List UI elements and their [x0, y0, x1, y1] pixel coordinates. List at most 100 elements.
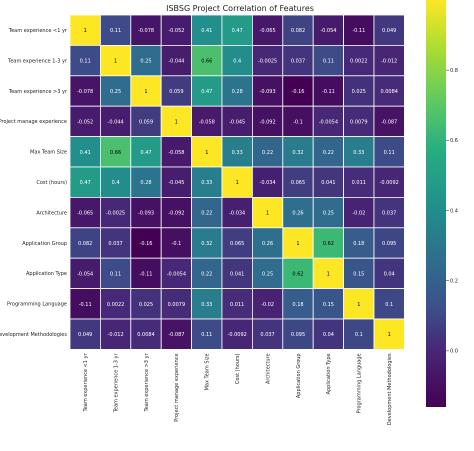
heatmap-cell-label: 0.28 — [232, 89, 243, 95]
heatmap-cell — [373, 136, 405, 168]
heatmap-cell — [282, 45, 314, 77]
heatmap-cell — [373, 75, 405, 107]
heatmap-cell — [69, 257, 101, 290]
heatmap-cell — [251, 136, 284, 168]
heatmap-cell-label: 0.11 — [384, 150, 395, 156]
colorbar — [426, 0, 446, 407]
heatmap-cell — [282, 14, 314, 46]
heatmap-cell — [100, 318, 132, 350]
heatmap-cell — [282, 257, 314, 290]
heatmap-cell-label: 1 — [114, 59, 117, 65]
heatmap-cell-label: -0.1 — [293, 119, 303, 125]
heatmap-cell — [373, 196, 405, 229]
heatmap-cell-label: -0.012 — [108, 332, 124, 338]
heatmap-cell — [100, 136, 132, 168]
chart-title: ISBSG Project Correlation of Features — [166, 4, 314, 13]
heatmap-cell-label: -0.0092 — [228, 332, 247, 338]
heatmap-cell-label: -0.0092 — [380, 180, 399, 186]
heatmap-cell-label: 0.065 — [291, 180, 305, 186]
heatmap-cell — [343, 196, 375, 229]
heatmap-cell — [191, 318, 223, 350]
heatmap-cell — [69, 227, 101, 259]
heatmap-cell — [160, 227, 192, 259]
heatmap-cell — [69, 196, 101, 229]
heatmap-cell-label: 1 — [388, 332, 391, 338]
heatmap-cell-label: 0.065 — [230, 241, 244, 247]
y-axis-tick-label: Application Type — [26, 271, 67, 277]
heatmap-cell-label: 0.049 — [382, 28, 396, 34]
heatmap-cell — [130, 257, 162, 290]
heatmap-cell-label: 0.25 — [110, 89, 121, 95]
heatmap-cell-label: -0.054 — [320, 28, 336, 34]
heatmap-cell-label: 0.33 — [201, 180, 212, 186]
heatmap-cell — [312, 196, 345, 229]
heatmap-cell — [191, 136, 223, 168]
y-axis-tick-label: Team experience <1 yr — [8, 28, 68, 34]
heatmap-cell-label: 0.11 — [110, 271, 121, 277]
heatmap-cell-label: -0.078 — [77, 89, 93, 95]
heatmap-cell-label: -0.11 — [79, 302, 92, 308]
x-axis-tick-label: Cost (hours) — [235, 353, 241, 384]
heatmap-cell-label: 0.025 — [139, 302, 153, 308]
heatmap-cell-label: 0.47 — [80, 180, 91, 186]
heatmap-cell — [312, 136, 345, 168]
heatmap-cell-label: -0.16 — [140, 241, 153, 247]
heatmap-cell — [130, 45, 162, 77]
heatmap-cell-label: -0.044 — [108, 119, 124, 125]
y-axis-tick-label: Architecture — [36, 210, 67, 216]
x-axis-tick-label: Application Group — [296, 353, 302, 398]
heatmap-cell — [69, 14, 101, 46]
heatmap-cell — [282, 288, 314, 320]
heatmap-cell-label: 0.037 — [291, 59, 305, 65]
heatmap-cell — [312, 166, 345, 198]
heatmap-cell-label: 0.33 — [201, 302, 212, 308]
heatmap-cell-label: 0.47 — [232, 28, 243, 34]
heatmap-cell-label: 0.0079 — [168, 302, 186, 308]
heatmap-cell — [221, 14, 253, 46]
heatmap-cell — [160, 196, 192, 229]
heatmap-cell — [251, 196, 284, 229]
heatmap-cell — [221, 45, 253, 77]
heatmap-cell — [221, 318, 253, 350]
x-axis-tick-label: Team experience 1-3 yr — [113, 352, 119, 413]
heatmap-cell-label: -0.093 — [260, 89, 276, 95]
colorbar-tick-label: 0.0 — [450, 349, 458, 355]
heatmap-cell-label: -0.087 — [381, 119, 397, 125]
heatmap-cell-label: -0.034 — [229, 211, 245, 217]
heatmap-cell-label: 0.32 — [201, 241, 212, 247]
heatmap-cell-label: 0.11 — [80, 59, 91, 65]
heatmap-cell-label: 0.62 — [323, 241, 334, 247]
heatmap-cell-label: 0.32 — [292, 150, 303, 156]
y-axis-tick-label: Development Methodologies — [0, 332, 67, 338]
heatmap-cell-label: 0.4 — [112, 180, 120, 186]
colorbar-tick-label: 0.4 — [450, 208, 458, 214]
heatmap-cell — [312, 318, 345, 350]
heatmap-cell-label: 1 — [205, 150, 208, 156]
heatmap-cell-label: -0.093 — [138, 211, 154, 217]
y-axis-tick-label: Max Team Size — [30, 150, 67, 156]
heatmap-cell-label: 0.25 — [140, 59, 151, 65]
heatmap-cell — [373, 227, 405, 259]
heatmap-cell — [251, 105, 284, 137]
heatmap-cell-label: 0.11 — [110, 28, 121, 34]
heatmap-cell — [221, 166, 253, 198]
heatmap-cell-labels: 1 0.11 -0.078 -0.052 0.41 0.47 -0.065 0.082 -0.0… — [77, 28, 399, 338]
heatmap-cell — [343, 14, 375, 46]
heatmap-cell — [130, 105, 162, 137]
heatmap-cell-label: 0.15 — [353, 271, 364, 277]
heatmap-cell-label: 0.4 — [233, 59, 241, 65]
heatmap-cell-label: -0.045 — [168, 180, 184, 186]
y-axis-tick-label: Programming Language — [7, 302, 67, 308]
heatmap-cell — [69, 166, 101, 198]
heatmap-cell-label: 0.11 — [323, 59, 334, 65]
heatmap-cell — [312, 45, 345, 77]
heatmap-cell-label: -0.0054 — [167, 271, 186, 277]
heatmap-cell — [191, 75, 223, 107]
heatmap-cell-label: -0.052 — [77, 119, 93, 125]
x-axis-tick-label: Max Team Size — [205, 353, 211, 390]
heatmap-cell-label: 0.0022 — [107, 302, 125, 308]
heatmap-cell-label: -0.065 — [77, 211, 93, 217]
heatmap-cell — [100, 227, 132, 259]
heatmap-cell-label: 0.059 — [139, 119, 153, 125]
heatmap-cell-label: 0.22 — [201, 271, 212, 277]
